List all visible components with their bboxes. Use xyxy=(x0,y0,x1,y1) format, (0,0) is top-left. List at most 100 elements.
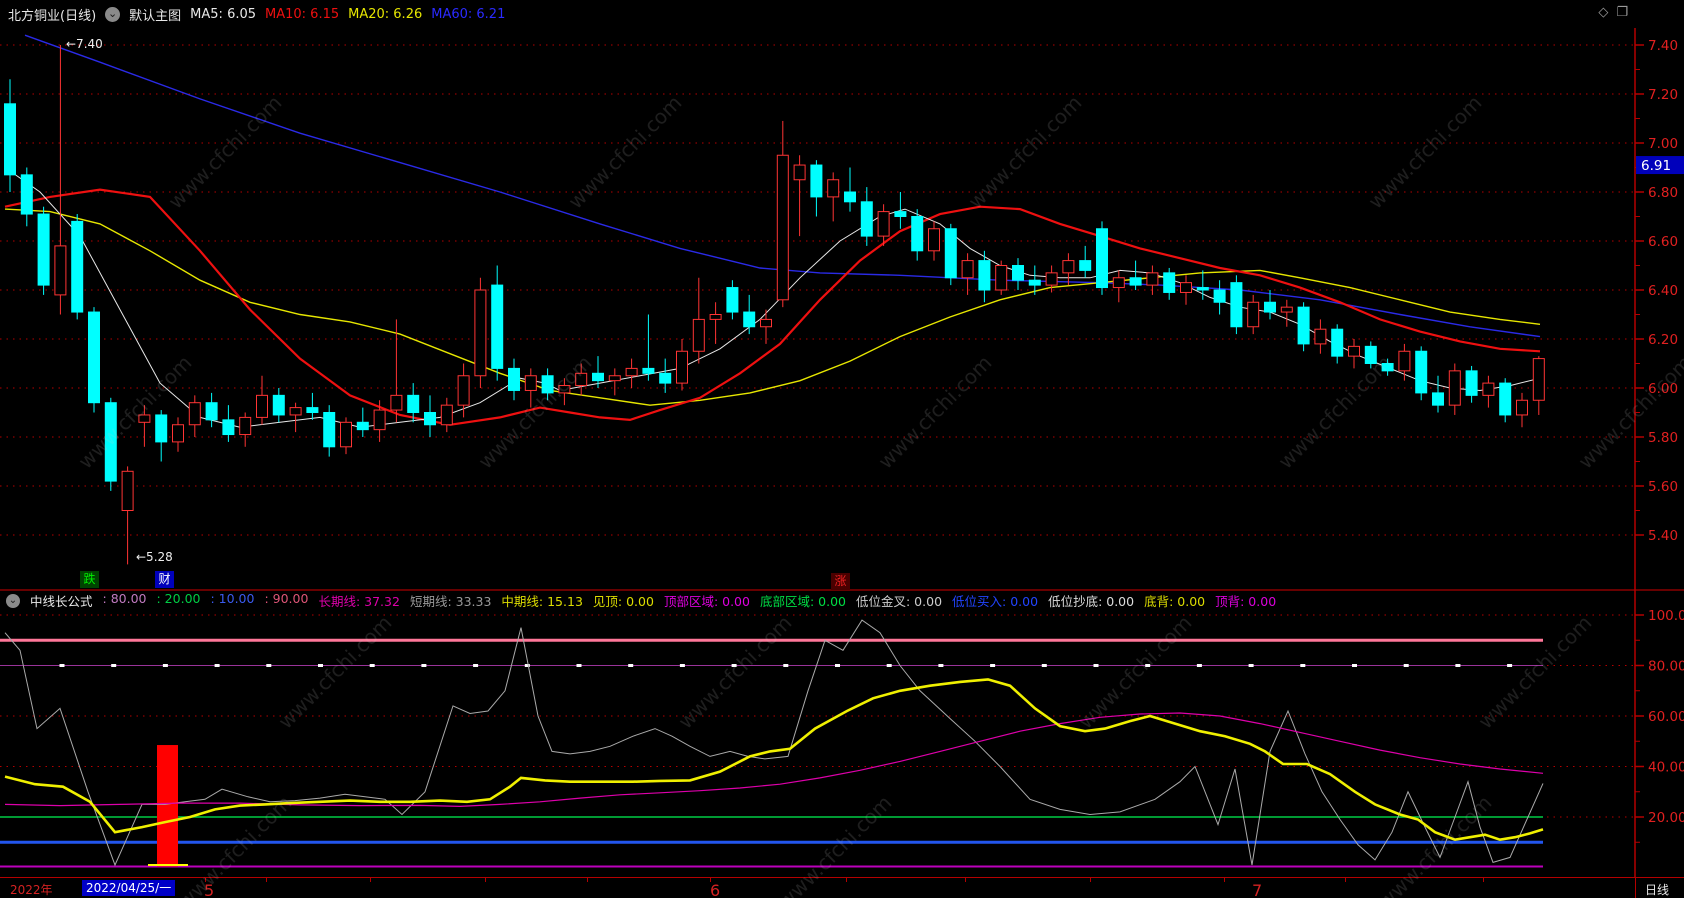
candle xyxy=(1012,265,1024,281)
candle xyxy=(1465,370,1478,396)
ma5-value: MA5: 6.05 xyxy=(190,6,257,22)
ma10-value: MA10: 6.15 xyxy=(265,6,340,22)
candle xyxy=(104,402,117,482)
dash-marker xyxy=(214,664,220,667)
indicator-param: 低位抄底: 0.00 xyxy=(1048,594,1135,609)
candle xyxy=(726,287,739,313)
candle xyxy=(1230,282,1243,328)
diamond-icon[interactable]: ◇ xyxy=(1598,5,1609,20)
axis-tick xyxy=(1483,878,1484,882)
dash-marker xyxy=(783,664,789,667)
indicator-param: 顶背: 0.00 xyxy=(1215,594,1277,609)
candle xyxy=(1381,363,1394,372)
dash-marker xyxy=(369,664,375,667)
top-bar: 北方铜业(日线) ⌄ 默认主图 MA5: 6.05 MA10: 6.15 MA2… xyxy=(0,0,1684,28)
candle xyxy=(205,402,218,421)
candle xyxy=(944,228,957,279)
indicator-param: 长期线: 37.32 xyxy=(318,594,400,609)
candle xyxy=(743,311,756,328)
ma-line-MA60 xyxy=(24,34,1541,338)
indicator-axis-label: 40.00 xyxy=(1648,760,1684,776)
ma60-value: MA60: 6.21 xyxy=(431,6,506,22)
candle xyxy=(995,265,1008,291)
main-candlestick-chart[interactable]: 7.40 7.20 7.00 6.80 6.60 6.40 6.20 6.00 5.80 5.60… xyxy=(0,28,1684,589)
candle xyxy=(1028,279,1041,286)
dash-marker xyxy=(111,664,117,667)
indicator-param: 顶部区域: 0.00 xyxy=(663,594,750,609)
indicator-name[interactable]: 中线长公式 xyxy=(30,594,93,609)
price-axis-label: 7.40 xyxy=(1648,38,1678,54)
indicator-axis-label: 80.00 xyxy=(1648,659,1684,675)
candle xyxy=(54,245,67,296)
price-axis-label: 7.00 xyxy=(1648,136,1678,152)
indicator-axis-label: 100.00 xyxy=(1648,608,1684,624)
main-overlay-label[interactable]: 默认主图 xyxy=(129,8,182,24)
dash-marker xyxy=(473,664,479,667)
candle xyxy=(239,416,252,436)
chevron-down-icon[interactable]: ⌄ xyxy=(105,6,121,22)
axis-tick xyxy=(846,878,847,882)
candle xyxy=(121,470,134,511)
price-axis-label: 6.60 xyxy=(1648,234,1678,250)
axis-tick xyxy=(965,878,966,882)
dash-marker xyxy=(1093,664,1099,667)
date-axis-bar: 2022年 2022/04/25/一 日线 xyxy=(0,877,1684,898)
candle xyxy=(625,367,638,377)
candle xyxy=(440,404,453,426)
axis-tick xyxy=(266,878,267,882)
price-axis-label: 5.40 xyxy=(1648,528,1678,544)
candle xyxy=(1415,350,1428,394)
dash-marker xyxy=(731,664,737,667)
axis-divider xyxy=(1635,878,1636,898)
signal-badge-财: 财 xyxy=(155,571,174,588)
indicator-param: 低位买入: 0.00 xyxy=(952,594,1039,609)
month-label-7: 7 xyxy=(1252,881,1263,898)
candle xyxy=(1045,272,1058,286)
candle xyxy=(894,211,907,218)
dash-marker xyxy=(421,664,427,667)
candle xyxy=(776,154,789,301)
indicator-param: : 80.00 xyxy=(102,591,147,606)
axis-tick xyxy=(370,878,371,882)
dash-marker xyxy=(576,664,582,667)
candle xyxy=(1213,289,1226,303)
candle xyxy=(474,289,487,377)
period-label[interactable]: 日线 xyxy=(1645,883,1670,897)
dash-marker xyxy=(524,664,530,667)
candle xyxy=(692,318,705,352)
axis-tick xyxy=(1090,878,1091,882)
price-axis-label: 6.20 xyxy=(1648,332,1678,348)
indicator-axis-label: 20.00 xyxy=(1648,810,1684,826)
candle xyxy=(71,220,84,313)
chevron-down-icon[interactable]: ⌄ xyxy=(6,593,20,608)
candle xyxy=(1432,392,1444,406)
stock-title: 北方铜业(日线) xyxy=(8,8,97,24)
dash-marker xyxy=(886,664,892,667)
price-axis-label: 6.40 xyxy=(1648,283,1678,299)
candle xyxy=(961,260,974,279)
candle xyxy=(491,284,504,369)
dash-marker xyxy=(59,664,65,667)
candle xyxy=(306,407,319,414)
candle xyxy=(978,260,991,291)
candle xyxy=(1163,272,1176,293)
indicator-param: 底背: 0.00 xyxy=(1144,594,1206,609)
candle xyxy=(541,375,554,394)
candle xyxy=(760,318,772,328)
candle xyxy=(1331,328,1344,357)
candle xyxy=(1264,301,1276,313)
candle xyxy=(272,394,285,416)
candle xyxy=(793,164,806,181)
year-label: 2022年 xyxy=(10,883,53,897)
indicator-chart[interactable]: 100.00 80.00 60.00 40.00 20.00 xyxy=(0,589,1684,877)
candle xyxy=(1482,382,1495,396)
indicator-param: : 20.00 xyxy=(156,591,201,606)
dash-marker xyxy=(938,664,944,667)
indicator-line-短期线 xyxy=(4,619,1544,867)
dash-marker xyxy=(1041,664,1047,667)
split-window-icon[interactable]: ❐ xyxy=(1616,5,1628,20)
indicator-param: : 10.00 xyxy=(210,591,255,606)
candle xyxy=(558,385,571,394)
last-price-tag xyxy=(1636,156,1684,175)
